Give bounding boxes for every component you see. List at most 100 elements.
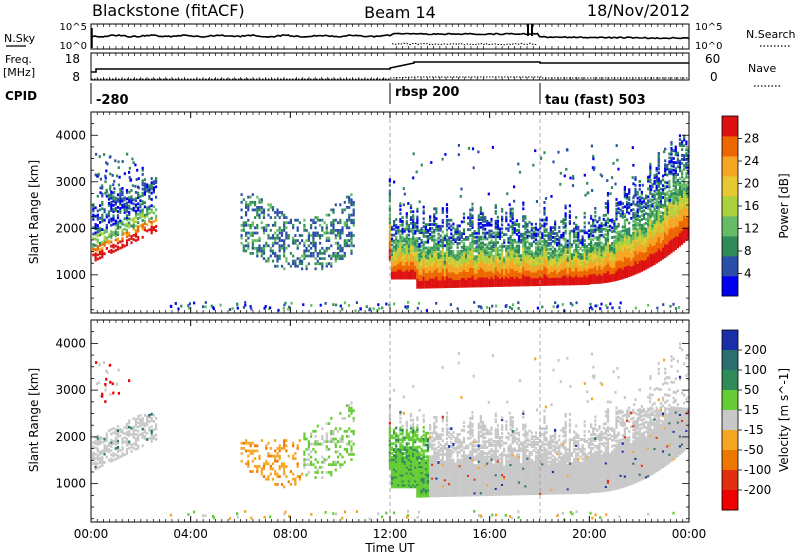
power-cell <box>471 251 474 255</box>
power-cell <box>524 264 527 267</box>
power-cell <box>477 274 480 278</box>
power-cell <box>579 268 582 272</box>
power-cell <box>496 266 499 270</box>
power-cell <box>405 259 408 262</box>
power-cell <box>659 254 662 257</box>
power-cell <box>575 233 578 237</box>
power-cell <box>96 247 99 250</box>
power-cell <box>623 225 626 228</box>
power-cell <box>606 252 610 256</box>
power-cell <box>94 244 97 247</box>
power-cell <box>390 274 394 278</box>
power-cell <box>647 254 650 257</box>
power-cell <box>640 233 643 237</box>
power-cell <box>537 283 540 287</box>
power-cell <box>128 206 131 210</box>
power-cell <box>236 302 239 306</box>
power-cell <box>515 274 518 277</box>
power-cell <box>528 260 531 263</box>
power-cell <box>554 228 557 231</box>
power-cell <box>545 257 548 261</box>
power-cell <box>119 192 122 196</box>
power-cell <box>503 239 506 242</box>
power-cell <box>305 267 308 271</box>
power-cell <box>655 204 658 207</box>
power-cell <box>638 207 641 211</box>
power-cell <box>585 249 588 252</box>
power-cell <box>573 264 576 268</box>
power-cell <box>439 264 442 267</box>
power-cell <box>276 211 279 214</box>
power-cell <box>585 266 588 270</box>
power-cell <box>462 228 466 232</box>
power-cell <box>429 246 432 250</box>
power-cell <box>655 213 658 217</box>
power-cell <box>626 241 629 245</box>
power-cell <box>477 245 480 249</box>
power-cell <box>395 239 398 243</box>
power-cell <box>645 206 648 209</box>
power-cell <box>332 211 335 214</box>
power-cell <box>592 230 595 234</box>
power-cell <box>494 262 497 266</box>
power-cell <box>528 248 531 252</box>
power-cell <box>469 265 472 268</box>
power-cell <box>420 227 423 231</box>
power-cell <box>619 236 622 239</box>
power-cell <box>642 232 646 236</box>
power-cell <box>424 227 427 230</box>
power-cell <box>465 245 468 249</box>
power-cell <box>267 257 270 260</box>
power-cell <box>390 272 394 276</box>
power-cell <box>339 221 342 225</box>
power-cell <box>141 208 144 212</box>
power-cell <box>554 279 557 282</box>
power-cell <box>450 218 453 222</box>
power-cell <box>590 306 593 309</box>
power-cell <box>490 257 493 260</box>
power-cell <box>462 220 466 224</box>
power-cell <box>666 185 669 189</box>
power-cell <box>469 224 472 227</box>
power-cell <box>522 242 525 246</box>
power-cell <box>509 283 512 287</box>
power-cell <box>481 218 485 221</box>
power-cell <box>471 216 474 220</box>
power-cell <box>454 275 457 279</box>
power-cell <box>280 231 284 235</box>
power-cell <box>460 285 463 288</box>
power-cell <box>433 283 436 287</box>
power-cell <box>399 259 402 262</box>
power-cell <box>283 249 286 253</box>
power-cell <box>501 270 504 274</box>
power-cell <box>271 249 275 253</box>
power-cell <box>626 194 629 198</box>
power-cell <box>143 178 146 181</box>
power-cell <box>112 197 115 201</box>
power-cell <box>426 264 430 267</box>
power-cell <box>545 246 548 249</box>
power-cell <box>424 231 427 234</box>
power-cell <box>626 243 629 247</box>
power-cell <box>496 247 499 250</box>
power-cell <box>577 278 580 282</box>
power-cell <box>249 223 252 227</box>
power-cell <box>321 226 324 230</box>
power-cell <box>137 227 140 231</box>
power-cell <box>276 259 279 263</box>
power-cell <box>407 263 410 266</box>
power-cell <box>429 229 432 232</box>
power-cell <box>564 280 567 284</box>
power-cell <box>539 255 542 259</box>
power-cell <box>619 230 622 233</box>
power-cell <box>121 239 124 243</box>
power-cell <box>125 239 129 243</box>
power-cell <box>274 239 277 242</box>
power-cell <box>564 231 567 235</box>
power-cell <box>657 226 660 229</box>
power-cell <box>568 231 571 235</box>
power-cell <box>573 235 576 239</box>
power-cell <box>496 223 499 227</box>
power-cell <box>330 223 333 227</box>
power-cell <box>556 305 559 309</box>
